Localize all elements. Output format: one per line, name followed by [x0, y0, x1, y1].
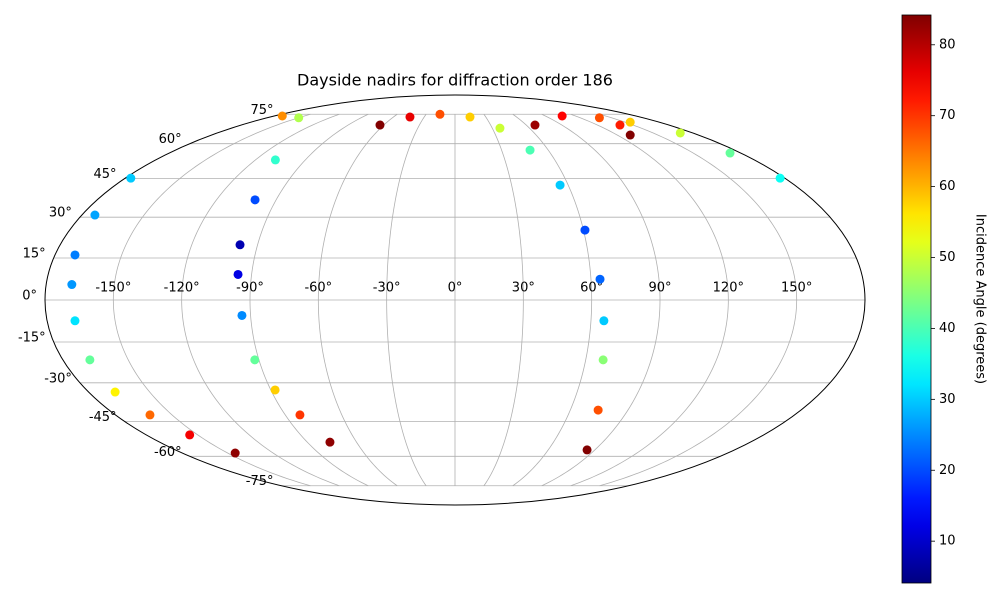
grid-line: [181, 113, 340, 487]
x-tick-label: 90°: [648, 281, 671, 296]
point: [775, 173, 785, 183]
y-tick-label: -45°: [89, 410, 117, 425]
point: [185, 430, 195, 440]
y-tick-label: -60°: [154, 445, 182, 460]
point: [277, 111, 287, 121]
grid-line: [512, 113, 593, 487]
point: [582, 445, 592, 455]
point: [625, 130, 635, 140]
point: [525, 145, 535, 155]
x-tick-label: -90°: [236, 281, 264, 296]
grid-line: [112, 113, 311, 487]
point: [675, 128, 685, 138]
y-tick-label: 30°: [49, 206, 72, 221]
y-tick-label: 75°: [250, 103, 273, 118]
x-tick-label: -30°: [373, 281, 401, 296]
colorbar-tick-label: 20: [939, 463, 956, 478]
point: [555, 180, 565, 190]
grid-line: [541, 113, 661, 487]
point: [250, 355, 260, 365]
point: [110, 387, 120, 397]
y-tick-label: -75°: [246, 474, 274, 489]
chart-title: Dayside nadirs for diffraction order 186: [297, 71, 613, 90]
point: [615, 120, 625, 130]
y-tick-label: 45°: [94, 167, 117, 182]
x-tick-label: -120°: [164, 281, 200, 296]
colorbar-tick-label: 80: [939, 37, 956, 52]
point: [70, 316, 80, 326]
point: [295, 410, 305, 420]
point: [557, 111, 567, 121]
grid-line: [599, 113, 798, 487]
grid-line: [317, 113, 398, 487]
x-tick-label: 150°: [781, 281, 812, 296]
grid-line: [249, 113, 369, 487]
map-boundary: [44, 94, 866, 506]
point: [85, 355, 95, 365]
colorbar-tick-label: 10: [939, 534, 956, 549]
colorbar-tick-label: 30: [939, 392, 956, 407]
x-tick-label: -60°: [304, 281, 332, 296]
colorbar-tick-label: 40: [939, 321, 956, 336]
point: [145, 410, 155, 420]
point: [67, 280, 77, 290]
point: [580, 225, 590, 235]
grid-line: [483, 114, 524, 486]
colorbar-tick-label: 50: [939, 250, 956, 265]
point: [465, 112, 475, 122]
y-tick-label: 0°: [22, 289, 37, 304]
point: [405, 112, 415, 122]
point: [594, 113, 604, 123]
x-tick-label: 60°: [580, 281, 603, 296]
point: [593, 405, 603, 415]
x-tick-label: 120°: [713, 281, 744, 296]
point: [250, 195, 260, 205]
point: [595, 274, 605, 284]
point: [435, 109, 445, 119]
point: [294, 113, 304, 123]
grid-line: [386, 114, 427, 486]
point: [270, 155, 280, 165]
point: [230, 448, 240, 458]
point: [235, 240, 245, 250]
point: [90, 210, 100, 220]
colorbar-tick-label: 60: [939, 179, 956, 194]
point: [126, 173, 136, 183]
point: [495, 123, 505, 133]
point: [598, 355, 608, 365]
x-tick-label: -150°: [95, 281, 131, 296]
grid-line: [570, 113, 729, 487]
point: [725, 148, 735, 158]
point: [270, 385, 280, 395]
colorbar: [901, 14, 932, 584]
point: [237, 310, 247, 320]
y-tick-label: 15°: [23, 247, 46, 262]
point: [599, 316, 609, 326]
colorbar-tick-label: 70: [939, 108, 956, 123]
point: [375, 120, 385, 130]
point: [530, 120, 540, 130]
y-tick-label: -15°: [18, 330, 46, 345]
point: [325, 437, 335, 447]
point: [233, 269, 243, 279]
x-tick-label: 30°: [512, 281, 535, 296]
y-tick-label: 60°: [159, 132, 182, 147]
colorbar-label: Incidence Angle (degrees): [973, 214, 988, 384]
x-tick-label: 0°: [448, 281, 463, 296]
y-tick-label: -30°: [44, 371, 72, 386]
point: [70, 250, 80, 260]
point: [625, 117, 635, 127]
